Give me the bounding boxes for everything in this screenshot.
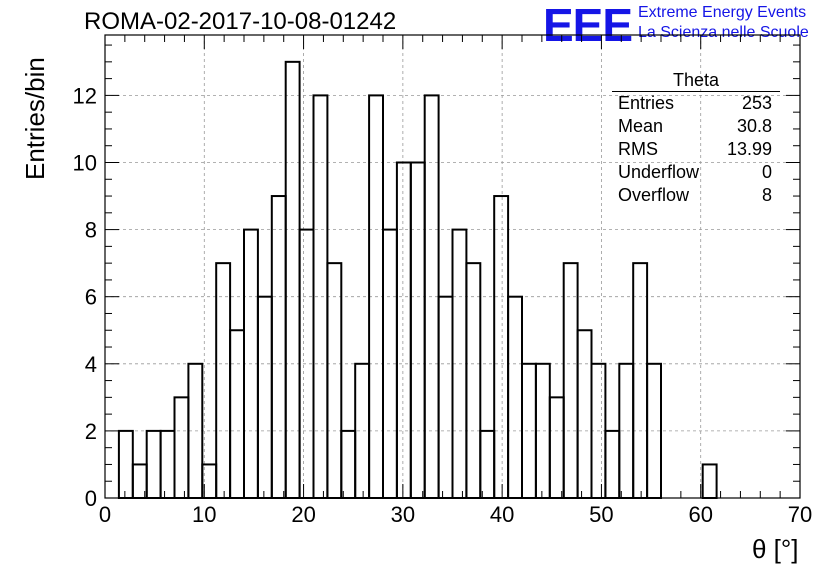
- stats-label: Entries: [618, 93, 675, 113]
- chart-title: ROMA-02-2017-10-08-01242: [84, 8, 397, 35]
- stats-value: 8: [761, 185, 772, 205]
- x-tick-label: 0: [99, 502, 111, 527]
- x-tick-label: 40: [490, 502, 514, 527]
- y-tick-label: 8: [85, 218, 97, 243]
- grid-lines: [105, 35, 800, 498]
- histogram-bin: [229, 329, 246, 499]
- y-tick-label: 6: [85, 285, 97, 310]
- x-axis-label: θ [°]: [752, 534, 799, 564]
- histogram-bin: [604, 429, 621, 500]
- stats-row-mean: Mean 30.8: [612, 115, 780, 138]
- histogram-bin: [215, 262, 232, 499]
- plot-frame: [104, 34, 801, 499]
- x-tick-label: 30: [391, 502, 415, 527]
- stats-value: 13.99: [726, 139, 772, 159]
- stats-row-entries: Entries 253: [612, 92, 780, 115]
- histogram-bin: [493, 195, 510, 499]
- y-tick-label: 10: [73, 150, 97, 175]
- x-tick-label: 60: [688, 502, 712, 527]
- stats-title: Theta: [612, 70, 780, 92]
- histogram-bin: [340, 429, 357, 500]
- eee-logo: EEE: [543, 0, 633, 51]
- histogram-bin: [465, 262, 482, 499]
- y-tick-label: 4: [85, 352, 97, 377]
- x-tick-label: 50: [589, 502, 613, 527]
- histogram-bin: [326, 262, 343, 499]
- tick-labels: 0 10 20 30 40 50 60 70 0 2 4 6 8 10 12: [73, 83, 813, 527]
- histogram-bin: [632, 262, 649, 499]
- histogram-bin: [437, 295, 454, 499]
- y-tick-label: 12: [73, 83, 97, 108]
- stats-box: Theta Entries 253 Mean 30.8 RMS 13.99 Under…: [612, 70, 780, 207]
- stats-label: Mean: [618, 116, 664, 136]
- histogram-bin: [409, 161, 426, 499]
- histogram-bin: [507, 295, 524, 499]
- stats-value: 253: [741, 93, 772, 113]
- histogram-bin: [270, 195, 287, 499]
- histogram-bin: [562, 262, 579, 499]
- stats-value: 30.8: [736, 116, 772, 136]
- histogram-bin: [284, 60, 301, 500]
- stats-label: Overflow: [618, 185, 690, 205]
- histogram-bin: [395, 161, 412, 499]
- stats-label: Underflow: [618, 162, 700, 182]
- y-tick-label: 0: [85, 486, 97, 511]
- histogram-bin: [145, 429, 162, 500]
- stats-row-overflow: Overflow 8: [612, 184, 780, 207]
- histogram-bin: [117, 429, 134, 500]
- logo-caption-line1: Extreme Energy Events: [638, 4, 807, 21]
- stats-label: RMS: [618, 139, 658, 159]
- axis-ticks: [104, 35, 801, 499]
- x-tick-label: 20: [291, 502, 315, 527]
- x-tick-label: 10: [192, 502, 216, 527]
- histogram-bin: [701, 463, 718, 500]
- stats-value: 0: [761, 162, 772, 182]
- histogram-bin: [159, 429, 176, 500]
- histogram-bin: [576, 329, 593, 499]
- histogram-bin: [548, 396, 565, 500]
- stats-row-rms: RMS 13.99: [612, 138, 780, 161]
- stats-row-underflow: Underflow 0: [612, 161, 780, 184]
- y-tick-label: 2: [85, 419, 97, 444]
- histogram-bin: [479, 429, 496, 500]
- histogram-bin: [256, 295, 273, 499]
- x-tick-label: 70: [788, 502, 812, 527]
- y-axis-label: Entries/bin: [20, 57, 50, 180]
- histogram-bin: [173, 396, 190, 500]
